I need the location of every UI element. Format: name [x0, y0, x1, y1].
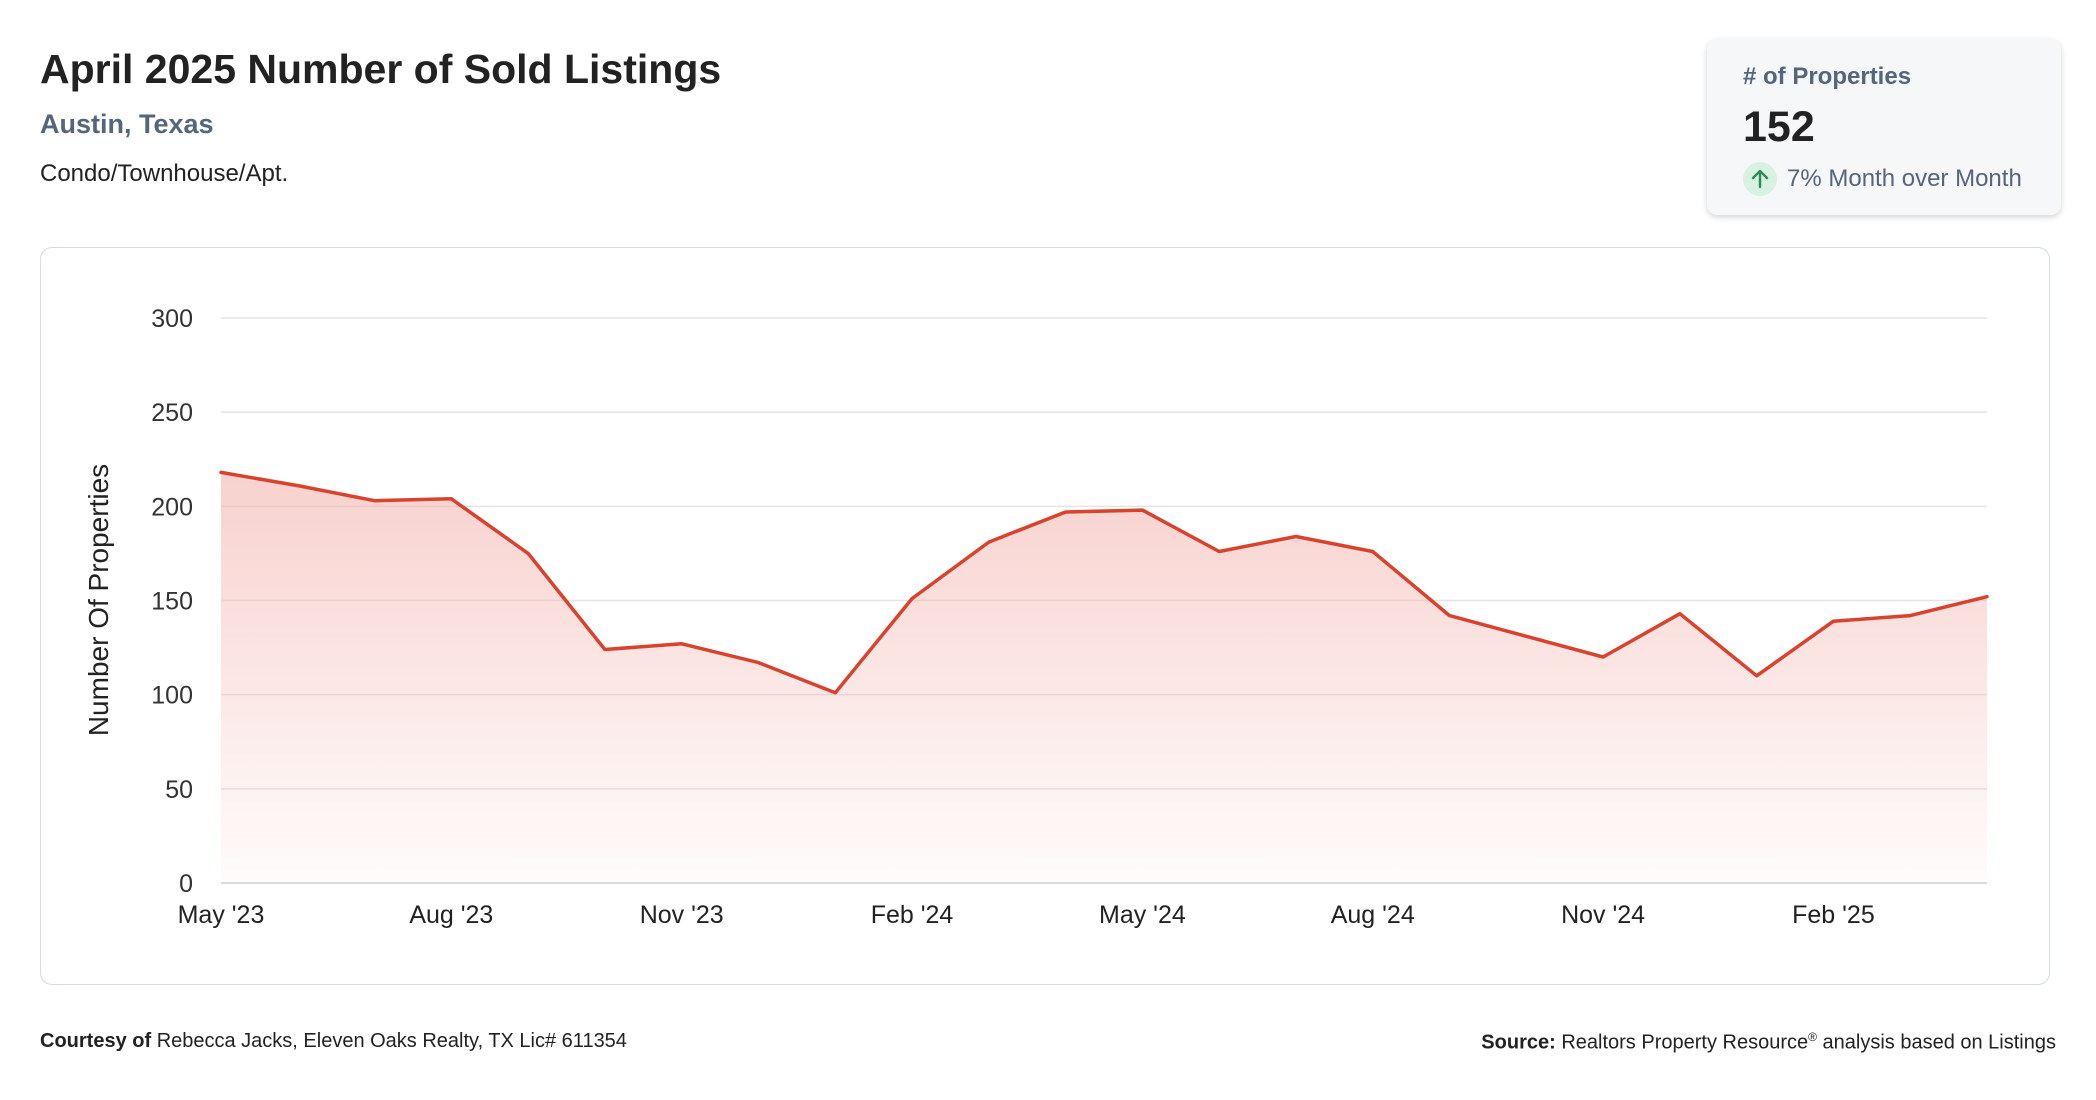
source-name: Realtors Property Resource [1561, 1031, 1809, 1054]
kpi-value: 152 [1743, 103, 1815, 151]
y-tick-label: 250 [151, 399, 193, 427]
kpi-change-text: 7% Month over Month [1787, 165, 2022, 192]
y-tick-label: 150 [151, 588, 193, 616]
x-tick-label: Nov '24 [1561, 901, 1645, 929]
arrow-up-icon [1743, 162, 1777, 196]
courtesy-text: Rebecca Jacks, Eleven Oaks Realty, TX Li… [156, 1030, 627, 1052]
source-label: Source: [1481, 1031, 1556, 1054]
kpi-label: # of Properties [1743, 63, 1912, 90]
source-suffix: analysis based on Listings [1822, 1031, 2056, 1054]
page-title: April 2025 Number of Sold Listings [40, 46, 722, 92]
y-tick-label: 200 [151, 493, 193, 521]
chart-card: 0 50 100 150 200 250 300 May '23 Aug '23 Nov '23 F… [40, 247, 2050, 985]
x-tick-label: May '24 [1099, 901, 1186, 929]
x-tick-label: May '23 [178, 901, 265, 929]
registered-mark: ® [1808, 1030, 1817, 1044]
y-tick-label: 300 [151, 305, 193, 333]
x-tick-label: Feb '25 [1792, 901, 1875, 929]
courtesy-footer: Courtesy of Rebecca Jacks, Eleven Oaks R… [40, 1030, 627, 1053]
y-axis-label: Number Of Properties [83, 463, 114, 737]
property-type-label: Condo/Townhouse/Apt. [40, 160, 289, 187]
x-tick-label: Aug '23 [409, 901, 493, 929]
series-line [219, 470, 1989, 695]
series-area-fill [221, 472, 1987, 883]
location-subtitle: Austin, Texas [40, 109, 214, 139]
x-tick-label: Feb '24 [871, 901, 954, 929]
courtesy-label: Courtesy of [40, 1030, 152, 1052]
x-tick-label: Aug '24 [1331, 901, 1415, 929]
x-tick-label: Nov '23 [640, 901, 724, 929]
y-tick-label: 0 [179, 870, 193, 898]
kpi-card: # of Properties 152 7% Month over Month [1707, 39, 2061, 215]
source-footer: Source: Realtors Property Resource® anal… [1481, 1030, 2056, 1055]
y-tick-label: 50 [165, 776, 193, 804]
kpi-change: 7% Month over Month [1743, 161, 2022, 197]
sold-listings-chart: 0 50 100 150 200 250 300 May '23 Aug '23 Nov '23 F… [151, 305, 1989, 929]
y-tick-label: 100 [151, 682, 193, 710]
